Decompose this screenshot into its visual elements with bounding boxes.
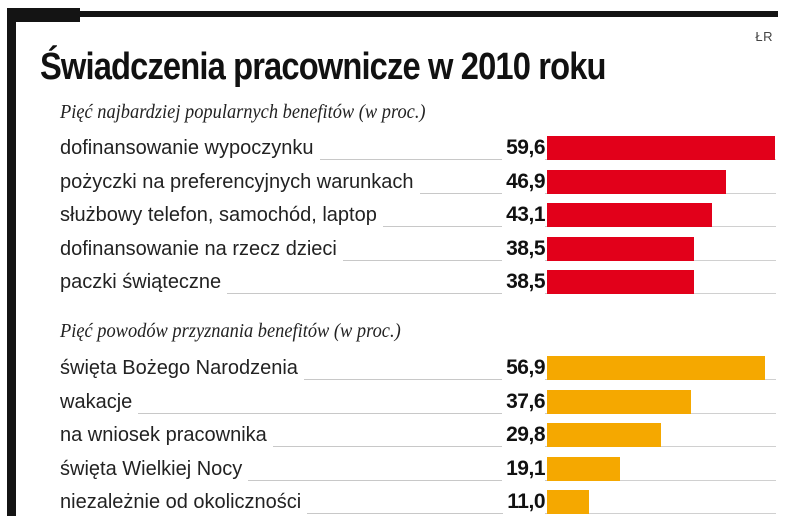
frame-left-rule [7, 8, 16, 516]
bar-baseline [547, 513, 776, 514]
bar-row: pożyczki na preferencyjnych warunkach 46,… [60, 167, 780, 201]
bar-baseline [547, 479, 776, 481]
chart-title: Świadczenia pracownicze w 2010 roku [40, 46, 607, 88]
bar-baseline [547, 446, 776, 447]
bar-row: dofinansowanie na rzecz dzieci 38,5 [60, 234, 780, 268]
category-label: na wniosek pracownika [60, 424, 273, 447]
section-title-benefit-reasons: Pięć powodów przyznania benefitów (w pro… [60, 320, 401, 342]
bar-row: niezależnie od okoliczności 11,0 [60, 487, 780, 521]
bar-row: wakacje 37,6 [60, 387, 780, 421]
category-label: święta Bożego Narodzenia [60, 357, 304, 380]
category-label: dofinansowanie na rzecz dzieci [60, 237, 343, 261]
leader-line [60, 293, 550, 294]
value-label: 11,0 [503, 490, 545, 514]
bar [547, 423, 661, 447]
bar [547, 490, 590, 514]
bar [547, 270, 695, 294]
author-credit: ŁR [755, 29, 773, 44]
bar-row: święta Bożego Narodzenia 56,9 [60, 353, 780, 387]
bar [547, 236, 695, 261]
category-label: służbowy telefon, samochód, laptop [60, 204, 383, 227]
leader-line [60, 412, 550, 414]
value-label: 38,5 [502, 270, 545, 294]
leader-line [60, 479, 550, 481]
value-label: 29,8 [502, 423, 545, 447]
category-label: paczki świąteczne [60, 271, 228, 294]
value-label: 56,9 [502, 356, 545, 380]
value-label: 38,5 [502, 236, 545, 261]
frame-corner-block [7, 8, 80, 22]
category-label: niezależnie od okoliczności [60, 491, 308, 514]
bar [547, 456, 621, 481]
bar [547, 169, 727, 194]
leader-line [60, 379, 550, 380]
value-label: 37,6 [502, 389, 545, 414]
bar [547, 389, 691, 414]
bar-row: paczki świąteczne 38,5 [60, 267, 780, 301]
category-label: dofinansowanie wypoczynku [60, 137, 320, 160]
value-label: 43,1 [502, 203, 545, 227]
bar [547, 203, 712, 227]
section-title-popular-benefits: Pięć najbardziej popularnych benefitów (… [60, 101, 426, 123]
value-label: 19,1 [502, 456, 545, 481]
bar-row: święta Wielkiej Nocy 19,1 [60, 454, 780, 488]
leader-line [60, 446, 550, 447]
bar-row: na wniosek pracownika 29,8 [60, 420, 780, 454]
bar [547, 356, 765, 380]
frame-top-rule [7, 11, 778, 17]
value-label: 59,6 [502, 136, 545, 160]
category-label: święta Wielkiej Nocy [60, 457, 249, 481]
bar [547, 136, 775, 160]
bar-row: dofinansowanie wypoczynku 59,6 [60, 133, 780, 167]
category-label: wakacje [60, 390, 139, 414]
category-label: pożyczki na preferencyjnych warunkach [60, 170, 420, 194]
bar-row: służbowy telefon, samochód, laptop 43,1 [60, 200, 780, 234]
value-label: 46,9 [502, 169, 545, 194]
